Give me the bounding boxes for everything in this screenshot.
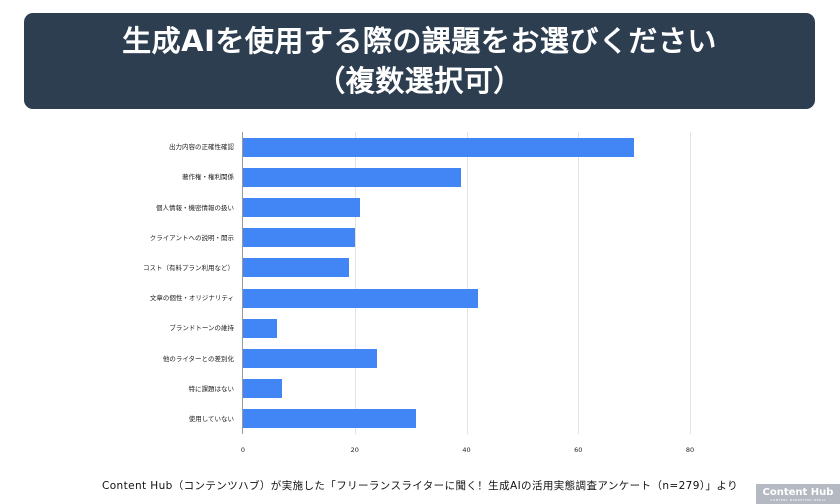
x-tick-label: 20 bbox=[350, 446, 359, 454]
gridline bbox=[578, 132, 580, 434]
bar bbox=[243, 137, 635, 157]
bar bbox=[243, 379, 283, 399]
gridline bbox=[690, 132, 691, 434]
plot-area bbox=[242, 132, 691, 434]
zero-axis-line bbox=[242, 132, 243, 434]
category-label: 個人情報・機密情報の扱い bbox=[156, 203, 234, 212]
chart-title-line2: （複数選択可） bbox=[316, 64, 523, 98]
bar bbox=[243, 288, 478, 308]
bar bbox=[243, 228, 355, 248]
category-label: 他のライターとの差別化 bbox=[162, 354, 234, 363]
category-label: 特に課題はない bbox=[188, 384, 235, 393]
bar bbox=[243, 167, 461, 187]
bar bbox=[243, 198, 361, 217]
bar bbox=[243, 258, 350, 278]
x-tick-label: 60 bbox=[574, 446, 583, 454]
category-label: 使用していない bbox=[188, 414, 234, 423]
source-note: Content Hub（コンテンツハブ）が実施した「フリーランスライターに聞く！… bbox=[102, 480, 738, 492]
x-tick-label: 0 bbox=[240, 446, 246, 454]
content-hub-watermark: Content Hub CONTENT MARKETING MEDIA bbox=[756, 484, 840, 504]
category-label: ブランドトーンの維持 bbox=[169, 324, 234, 333]
bar bbox=[243, 409, 417, 429]
category-label: 著作権・権利関係 bbox=[182, 173, 234, 182]
category-label: クライアントへの説明・開示 bbox=[149, 233, 234, 242]
gridline bbox=[354, 132, 356, 434]
watermark-subtitle: CONTENT MARKETING MEDIA bbox=[770, 497, 826, 502]
x-tick-label: 80 bbox=[685, 446, 695, 454]
title-banner: 生成AIを使用する際の課題をお選びください （複数選択可） bbox=[24, 13, 815, 109]
category-label: コスト（有料プラン利用など） bbox=[143, 263, 234, 272]
bar bbox=[243, 349, 378, 368]
gridline bbox=[466, 132, 468, 434]
chart-title-line1: 生成AIを使用する際の課題をお選びください bbox=[122, 24, 717, 58]
bar bbox=[243, 318, 277, 338]
category-label: 出力内容の正確性確認 bbox=[169, 143, 234, 152]
x-tick-label: 40 bbox=[462, 446, 471, 454]
category-label: 文章の個性・オリジナリティ bbox=[149, 294, 234, 303]
watermark-title: Content Hub bbox=[762, 486, 834, 498]
